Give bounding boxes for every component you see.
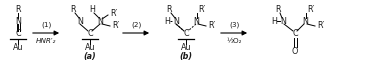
Text: R: R <box>70 5 76 15</box>
Text: R: R <box>275 5 281 15</box>
Text: (1): (1) <box>41 22 51 28</box>
Text: R′: R′ <box>307 5 314 15</box>
Text: (3): (3) <box>229 22 239 28</box>
Text: HNR′₂: HNR′₂ <box>36 38 56 44</box>
Text: R′: R′ <box>208 21 215 29</box>
Text: (b): (b) <box>179 53 193 62</box>
Text: Au: Au <box>13 42 23 51</box>
Text: R: R <box>15 5 21 15</box>
Text: (a): (a) <box>84 53 96 62</box>
Text: N: N <box>302 17 308 25</box>
Text: N: N <box>97 17 103 25</box>
Text: H: H <box>271 17 277 25</box>
Text: Au: Au <box>181 42 191 51</box>
Text: Au: Au <box>85 42 95 51</box>
Text: O: O <box>292 46 298 56</box>
Text: N: N <box>15 17 21 25</box>
Text: H: H <box>164 17 170 25</box>
Text: H: H <box>89 5 95 15</box>
Text: N: N <box>77 17 83 25</box>
Text: C: C <box>292 29 298 39</box>
Text: R: R <box>166 5 172 15</box>
Text: (2): (2) <box>131 22 141 28</box>
Text: R′: R′ <box>317 21 325 29</box>
Text: N: N <box>173 17 179 25</box>
Text: ½O₂: ½O₂ <box>226 38 242 44</box>
Text: C: C <box>15 29 21 39</box>
Text: C: C <box>183 29 189 39</box>
Text: C: C <box>87 29 93 39</box>
Text: R′: R′ <box>112 21 119 29</box>
Text: N: N <box>280 17 286 25</box>
Text: R′: R′ <box>110 8 117 18</box>
Text: N: N <box>193 17 199 25</box>
Text: R′: R′ <box>198 5 205 15</box>
